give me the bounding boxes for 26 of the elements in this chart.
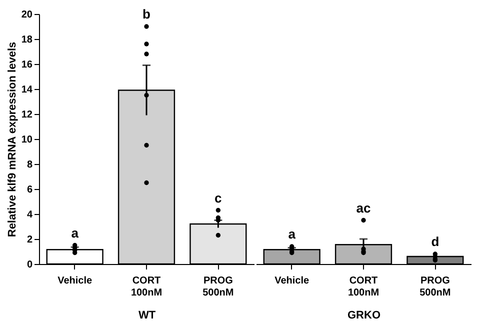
x-axis-title: GRKO <box>348 310 381 322</box>
y-axis-title: Relative klf9 mRNA expression levels <box>6 42 18 238</box>
annotation: b <box>142 6 151 22</box>
y-tick-label: 14 <box>21 84 33 96</box>
annotation: a <box>71 225 80 240</box>
y-tick-label: 12 <box>21 110 33 120</box>
y-tick-label: 18 <box>21 34 33 46</box>
x-tick-label: Vehicle <box>58 276 93 286</box>
annotation: d <box>431 234 440 249</box>
x-tick-label: CORT 100nM <box>130 276 162 298</box>
x-tick-label: CORT 100nM <box>348 276 380 298</box>
y-tick-label: 4 <box>26 210 33 220</box>
annotation: c <box>214 190 222 206</box>
y-tick-label: 10 <box>21 134 33 146</box>
annotation: ac <box>356 200 371 216</box>
y-tick-label: 20 <box>21 10 33 20</box>
y-tick-label: 6 <box>26 184 33 196</box>
x-tick-label: PROG 500nM <box>420 276 451 298</box>
x-tick-label: PROG 500nM <box>202 276 234 298</box>
y-tick-label: 0 <box>26 260 33 270</box>
y-tick-label: 2 <box>26 234 33 246</box>
y-tick-label: 8 <box>26 160 33 170</box>
annotation: a <box>288 226 296 242</box>
x-tick-label: Vehicle <box>274 276 310 286</box>
x-axis-title: WT <box>138 310 156 322</box>
y-tick-label: 16 <box>21 60 33 70</box>
